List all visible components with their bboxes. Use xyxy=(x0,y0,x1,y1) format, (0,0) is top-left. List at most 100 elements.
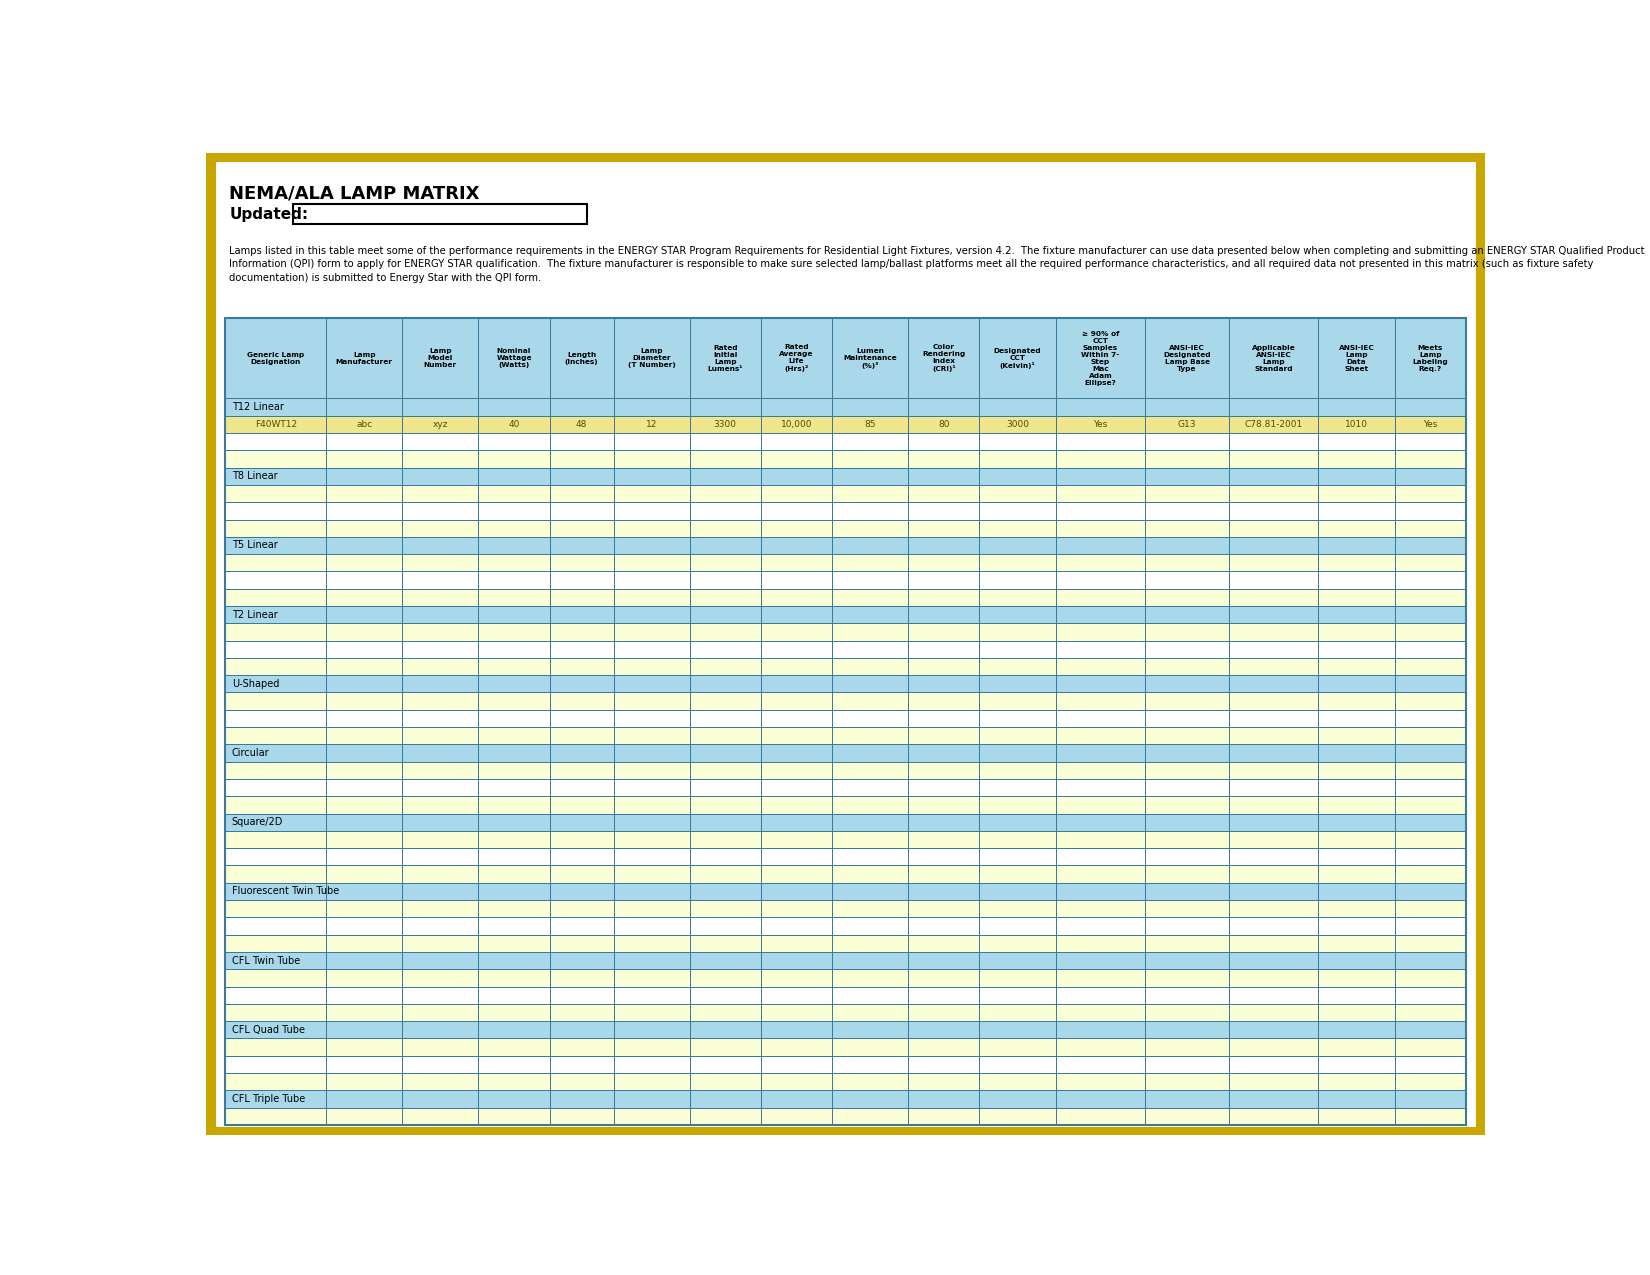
Bar xyxy=(1229,416,1318,434)
Bar xyxy=(478,571,549,589)
Bar xyxy=(226,848,327,866)
Bar xyxy=(908,502,980,519)
Bar xyxy=(980,502,1056,519)
Bar xyxy=(1056,640,1145,658)
Bar xyxy=(403,710,478,727)
Bar xyxy=(226,1108,1465,1125)
Bar xyxy=(478,623,549,640)
Bar xyxy=(690,519,761,537)
Bar xyxy=(1145,676,1229,692)
Bar xyxy=(226,831,1465,848)
Bar xyxy=(1394,918,1465,935)
Bar xyxy=(403,779,478,797)
Bar xyxy=(226,935,1465,952)
Bar xyxy=(1394,484,1465,502)
Bar xyxy=(832,779,908,797)
Bar xyxy=(980,710,1056,727)
Bar xyxy=(1056,676,1145,692)
Bar xyxy=(1318,623,1394,640)
Bar xyxy=(226,848,1465,866)
Bar xyxy=(761,450,832,468)
Bar xyxy=(614,745,690,761)
Bar xyxy=(980,416,1056,434)
Bar xyxy=(690,416,761,434)
Bar xyxy=(226,502,1465,519)
Bar xyxy=(1229,434,1318,450)
Bar xyxy=(403,727,478,745)
Bar xyxy=(980,1056,1056,1074)
Bar xyxy=(980,1021,1056,1038)
Text: Yes: Yes xyxy=(1094,419,1107,428)
Bar xyxy=(832,1108,908,1125)
Bar xyxy=(614,761,690,779)
Bar xyxy=(226,1038,327,1056)
Bar xyxy=(980,640,1056,658)
Bar xyxy=(549,969,614,987)
Bar xyxy=(908,727,980,745)
Bar xyxy=(226,1074,1465,1090)
Bar xyxy=(1145,1074,1229,1090)
Bar xyxy=(327,831,403,848)
Bar xyxy=(690,935,761,952)
Bar xyxy=(1394,779,1465,797)
Bar xyxy=(1056,866,1145,882)
Bar xyxy=(614,450,690,468)
Bar xyxy=(1318,935,1394,952)
Bar xyxy=(761,692,832,710)
Bar xyxy=(1229,519,1318,537)
Bar xyxy=(1318,692,1394,710)
Bar xyxy=(226,1003,1465,1021)
Bar xyxy=(980,571,1056,589)
Bar xyxy=(1145,555,1229,571)
Bar xyxy=(1318,1056,1394,1074)
Bar xyxy=(1318,797,1394,813)
Bar xyxy=(327,848,403,866)
Bar xyxy=(226,640,327,658)
Bar xyxy=(908,848,980,866)
Bar xyxy=(1145,987,1229,1003)
Bar xyxy=(1229,589,1318,606)
Bar xyxy=(761,779,832,797)
Bar xyxy=(908,1074,980,1090)
Bar xyxy=(1394,831,1465,848)
Text: Nominal
Wattage
(Watts): Nominal Wattage (Watts) xyxy=(497,348,531,368)
Bar xyxy=(403,317,478,398)
Bar xyxy=(832,1074,908,1090)
Bar xyxy=(549,1074,614,1090)
Bar xyxy=(226,935,327,952)
Bar xyxy=(403,969,478,987)
Bar xyxy=(1229,317,1318,398)
Text: 10,000: 10,000 xyxy=(780,419,812,428)
Bar xyxy=(614,779,690,797)
Bar xyxy=(1229,900,1318,918)
Bar xyxy=(226,797,327,813)
Bar xyxy=(549,317,614,398)
Bar xyxy=(908,1056,980,1074)
Bar xyxy=(1229,623,1318,640)
Bar xyxy=(1145,952,1229,969)
Bar xyxy=(832,416,908,434)
Bar xyxy=(327,1074,403,1090)
Bar xyxy=(761,571,832,589)
Bar xyxy=(1145,848,1229,866)
Bar xyxy=(1229,1038,1318,1056)
Bar xyxy=(908,537,980,555)
Bar xyxy=(478,831,549,848)
Text: Lamp
Diameter
(T Number): Lamp Diameter (T Number) xyxy=(627,348,675,368)
Bar xyxy=(832,623,908,640)
Bar xyxy=(614,416,690,434)
Bar xyxy=(908,571,980,589)
Bar xyxy=(226,710,327,727)
Text: abc: abc xyxy=(356,419,373,428)
Text: U-Shaped: U-Shaped xyxy=(231,678,279,689)
Bar xyxy=(327,468,403,484)
Bar xyxy=(403,1038,478,1056)
Bar xyxy=(226,658,327,676)
Bar xyxy=(403,918,478,935)
Bar xyxy=(1394,658,1465,676)
Bar xyxy=(761,848,832,866)
Bar xyxy=(226,519,1465,537)
Bar xyxy=(403,813,478,831)
Bar xyxy=(980,761,1056,779)
Bar xyxy=(226,434,1465,450)
